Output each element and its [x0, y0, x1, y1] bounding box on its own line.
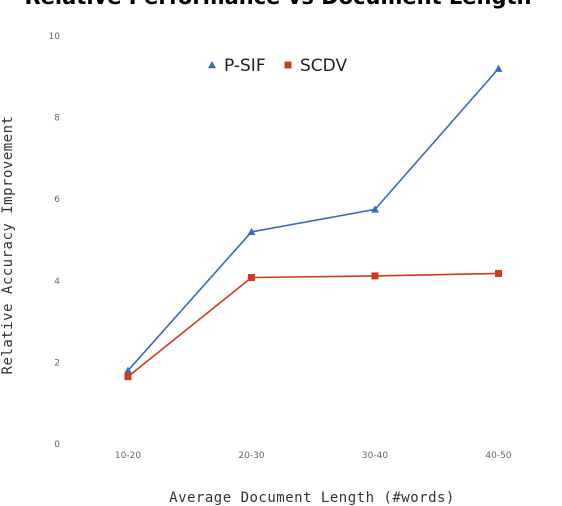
data-point-square [248, 274, 255, 282]
data-point-square [124, 373, 132, 381]
x-axis-label: Average Document Length (#words) [169, 490, 455, 506]
x-tick-label: 20-30 [238, 451, 264, 461]
x-tick-label: 10-20 [115, 451, 141, 461]
legend-item-p-sif: P-SIF [208, 56, 266, 76]
y-tick-label: 2 [54, 358, 60, 368]
data-point-square [371, 272, 379, 280]
series-line [127, 68, 500, 372]
series-lines [124, 64, 503, 381]
series-p-sif [124, 64, 503, 374]
y-tick-label: 0 [54, 440, 60, 450]
y-tick-label: 4 [54, 277, 60, 287]
x-tick-label: 30-40 [362, 451, 388, 461]
legend: P-SIF SCDV [208, 56, 347, 76]
y-tick-label: 10 [49, 32, 61, 42]
y-axis-label: Relative Accuracy Improvement [0, 116, 16, 375]
y-tick-label: 6 [54, 195, 60, 205]
chart-title: Relative Performance vs Document Length [25, 0, 532, 9]
tick-labels: 0 2 4 6 8 10 10-20 20-30 30-40 40-50 [49, 32, 512, 461]
legend-label: SCDV [300, 56, 347, 76]
series-line [127, 272, 499, 378]
series-scdv [124, 269, 502, 381]
data-point-triangle [124, 366, 132, 374]
data-point-triangle [494, 64, 503, 72]
legend-marker-triangle [208, 61, 216, 69]
data-point-triangle [371, 205, 379, 213]
legend-marker-square [284, 61, 292, 69]
legend-label: P-SIF [224, 56, 266, 76]
data-point-triangle [247, 227, 256, 236]
legend-item-scdv: SCDV [284, 56, 347, 76]
y-tick-label: 8 [54, 114, 60, 124]
data-point-square [495, 269, 502, 277]
x-tick-label: 40-50 [485, 451, 511, 461]
